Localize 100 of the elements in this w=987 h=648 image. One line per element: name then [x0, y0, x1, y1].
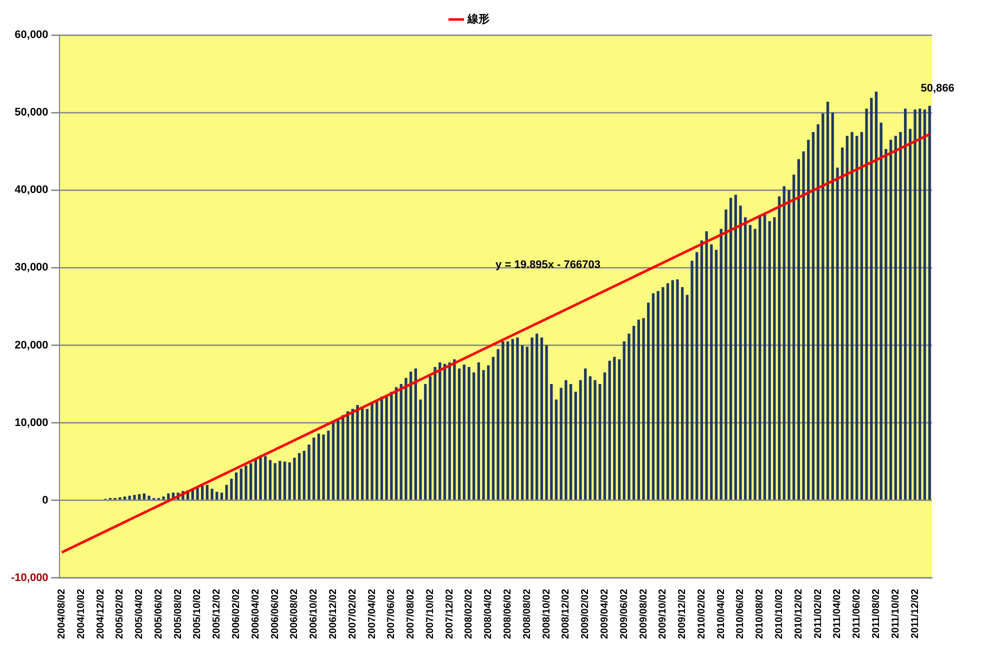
x-tick-label: 2005/10/02: [192, 588, 204, 640]
x-tick-label: 2009/12/02: [677, 588, 688, 640]
bar: [865, 108, 868, 500]
bar: [385, 396, 388, 500]
y-tick-label: 0: [42, 494, 48, 506]
x-tick-label: 2007/08/02: [406, 588, 417, 640]
x-tick-label: 2005/12/02: [212, 588, 223, 640]
bar: [622, 341, 626, 500]
bar: [434, 366, 436, 500]
bar: [836, 168, 839, 500]
bar: [739, 206, 742, 500]
bar: [647, 302, 650, 500]
bar: [259, 455, 262, 500]
bar: [642, 318, 645, 500]
bar: [632, 326, 636, 500]
x-tick-label: 2005/08/02: [172, 588, 184, 640]
bar: [846, 136, 848, 500]
x-tick-label: 2008/10/02: [541, 588, 552, 640]
bar: [332, 422, 335, 500]
bar: [230, 478, 233, 500]
x-tick-label: 2005/04/02: [134, 588, 146, 640]
bar: [724, 210, 728, 500]
x-tick-label: 2010/10/02: [774, 588, 786, 640]
bar: [812, 132, 815, 500]
bar: [244, 465, 248, 500]
bar: [482, 370, 485, 500]
bar: [366, 408, 369, 500]
x-tick-label: 2007/04/02: [366, 588, 378, 640]
bar: [662, 287, 664, 500]
y-tick-label: 40,000: [14, 184, 48, 196]
bar: [516, 338, 519, 500]
bar: [584, 368, 587, 500]
bar: [201, 486, 204, 500]
x-tick-label: 2010/04/02: [716, 588, 727, 640]
x-tick-label: 2009/10/02: [658, 588, 669, 640]
bar: [603, 372, 606, 500]
y-tick-label: 60,000: [14, 29, 48, 42]
bar: [506, 341, 510, 500]
bar: [530, 338, 534, 500]
legend-label: 線形: [466, 12, 490, 26]
bar: [404, 378, 408, 500]
bar: [680, 287, 684, 500]
bar: [308, 444, 310, 500]
bar: [782, 186, 786, 500]
bar: [569, 384, 572, 500]
bar: [554, 400, 558, 500]
x-tick-label: 2010/12/02: [793, 588, 804, 640]
x-tick-label: 2011/12/02: [910, 588, 921, 638]
bar: [918, 108, 922, 500]
bar: [394, 387, 398, 500]
bar: [773, 217, 776, 500]
bar: [128, 496, 131, 500]
bar: [874, 92, 878, 500]
bar: [496, 349, 500, 500]
x-tick-label: 2006/08/02: [289, 588, 300, 640]
bar: [816, 124, 820, 500]
bar: [560, 388, 562, 500]
bar: [472, 372, 476, 500]
x-tick-label: 2006/10/02: [308, 588, 320, 640]
y-tick-label: 50,000: [14, 106, 48, 119]
bar: [278, 460, 282, 500]
bar: [904, 108, 907, 500]
bar: [840, 147, 844, 500]
bar: [317, 434, 320, 500]
bar: [579, 380, 582, 500]
bar: [860, 132, 864, 500]
bar: [831, 112, 834, 500]
bar: [526, 346, 528, 500]
bar: [511, 339, 514, 500]
bar: [492, 356, 495, 500]
bar: [142, 493, 146, 500]
bar: [268, 460, 272, 500]
y-tick-label: 30,000: [14, 262, 48, 274]
bar: [608, 360, 611, 500]
bar: [880, 122, 882, 500]
x-tick-label: 2011/06/02: [852, 588, 863, 638]
bar: [748, 225, 752, 500]
bar: [788, 190, 790, 500]
bar: [210, 488, 214, 500]
bar: [850, 132, 854, 500]
bar: [536, 334, 538, 500]
bar: [298, 453, 301, 500]
bar: [758, 214, 762, 500]
x-tick-label: 2008/06/02: [502, 588, 514, 640]
bar: [376, 400, 378, 500]
bar: [502, 341, 504, 500]
y-tick-label: 20,000: [14, 339, 48, 352]
x-tick-label: 2009/02/02: [580, 588, 592, 640]
bar: [240, 468, 242, 500]
bar: [370, 402, 374, 500]
bar: [671, 280, 674, 500]
annotation: y = 19.895x - 766703: [496, 259, 600, 272]
bar: [468, 366, 470, 500]
bar: [458, 368, 461, 500]
bar: [283, 462, 286, 500]
bar: [574, 392, 577, 500]
bar: [428, 376, 432, 500]
x-tick-label: 2008/08/02: [522, 588, 533, 640]
bar: [274, 463, 276, 500]
bar: [138, 494, 141, 500]
